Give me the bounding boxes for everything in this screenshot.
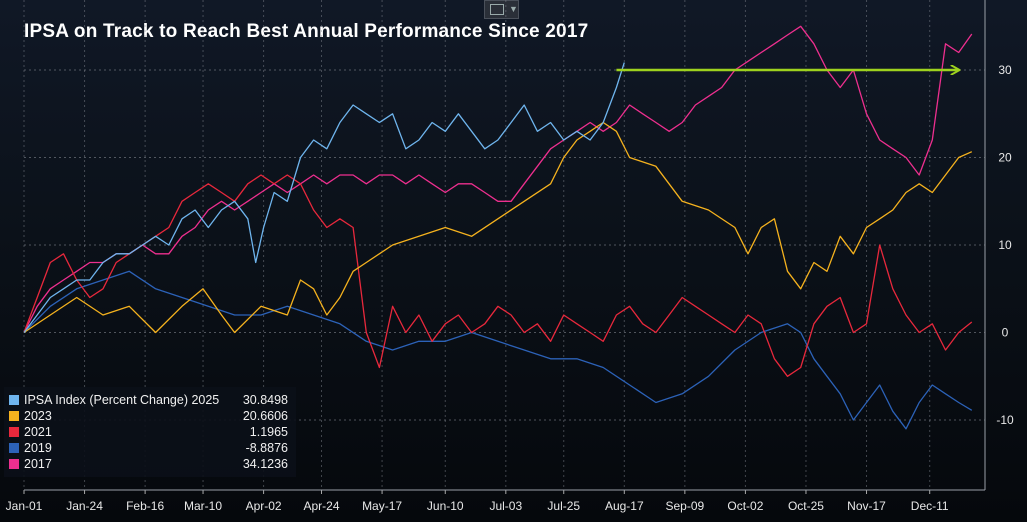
x-tick-label: Feb-16: [126, 499, 164, 513]
x-tick-label: Nov-17: [847, 499, 886, 513]
x-tick-label: Jan-01: [6, 499, 43, 513]
legend-swatch: [9, 427, 19, 437]
legend-swatch: [9, 443, 19, 453]
x-tick-label: Jun-10: [427, 499, 464, 513]
legend-swatch: [9, 395, 19, 405]
y-tick-label: 0: [1002, 326, 1009, 340]
series-line-2023: [23, 121, 973, 334]
y-tick-label: 10: [998, 238, 1012, 252]
chart-type-button[interactable]: ▼: [484, 0, 519, 19]
series-line-ipsa-index-percent-change-2025: [23, 62, 625, 333]
x-tick-label: Sep-09: [666, 499, 705, 513]
y-tick-label: 30: [998, 63, 1012, 77]
legend-label: 2017: [24, 457, 52, 471]
x-tick-label: Apr-02: [246, 499, 282, 513]
series-line-2019: [23, 270, 973, 430]
series-line-2017: [23, 25, 973, 333]
x-tick-label: Dec-11: [911, 499, 949, 513]
legend-value: 1.1965: [250, 425, 288, 439]
x-tick-label: Jul-25: [547, 499, 580, 513]
legend-swatch: [9, 459, 19, 469]
legend-value: 30.8498: [243, 393, 288, 407]
y-tick-label: -10: [996, 413, 1014, 427]
legend-value: 20.6606: [243, 409, 288, 423]
legend-value: 34.1236: [243, 457, 288, 471]
legend-swatch: [9, 411, 19, 421]
x-tick-label: Jan-24: [66, 499, 103, 513]
x-tick-label: Mar-10: [184, 499, 222, 513]
legend-label: IPSA Index (Percent Change) 2025: [24, 393, 219, 407]
legend-label: 2023: [24, 409, 52, 423]
x-tick-label: Oct-25: [788, 499, 824, 513]
chevron-down-icon: ▼: [509, 4, 518, 14]
line-chart-icon: [490, 4, 504, 15]
legend-label: 2021: [24, 425, 52, 439]
x-tick-label: Apr-24: [303, 499, 339, 513]
legend-value: -8.8876: [246, 441, 288, 455]
legend-label: 2019: [24, 441, 52, 455]
series-line-2021: [23, 174, 973, 377]
x-tick-label: Aug-17: [605, 499, 644, 513]
y-tick-label: 20: [998, 151, 1012, 165]
x-tick-label: Jul-03: [489, 499, 522, 513]
legend-box: [4, 387, 296, 477]
x-tick-label: May-17: [362, 499, 402, 513]
chart-title: IPSA on Track to Reach Best Annual Perfo…: [24, 21, 589, 42]
x-tick-label: Oct-02: [727, 499, 763, 513]
